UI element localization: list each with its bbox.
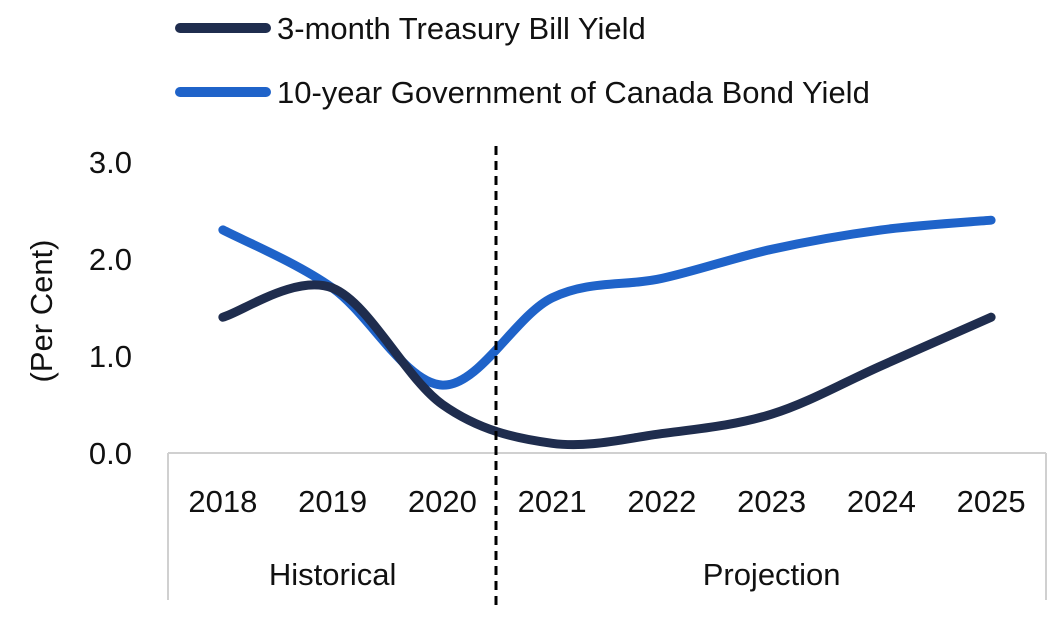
y-tick-label: 1.0 bbox=[89, 339, 132, 374]
x-tick-label: 2019 bbox=[298, 484, 367, 519]
y-tick-label: 0.0 bbox=[89, 436, 132, 471]
series-line-1 bbox=[218, 280, 996, 450]
x-tick-label: 2018 bbox=[188, 484, 257, 519]
x-tick-label: 2022 bbox=[627, 484, 696, 519]
y-axis-label: (Per Cent) bbox=[24, 240, 59, 383]
legend-label-2: 10-year Government of Canada Bond Yield bbox=[277, 75, 870, 110]
y-axis: 0.0 1.0 2.0 3.0 (Per Cent) bbox=[24, 145, 132, 471]
legend: 3-month Treasury Bill Yield 10-year Gover… bbox=[175, 11, 870, 110]
x-tick-label: 2024 bbox=[847, 484, 916, 519]
x-axis: 2018 2019 2020 2021 2022 2023 2024 2025 Historic… bbox=[167, 452, 1047, 600]
series-line-2 bbox=[218, 215, 996, 390]
x-tick-label: 2023 bbox=[737, 484, 806, 519]
x-tick-label: 2025 bbox=[957, 484, 1026, 519]
x-group-label-projection: Projection bbox=[703, 557, 841, 592]
series-layer bbox=[218, 215, 996, 450]
x-group-label-historical: Historical bbox=[269, 557, 396, 592]
y-tick-label: 2.0 bbox=[89, 242, 132, 277]
x-tick-label: 2020 bbox=[408, 484, 477, 519]
legend-label-1: 3-month Treasury Bill Yield bbox=[277, 11, 646, 46]
x-tick-label: 2021 bbox=[518, 484, 587, 519]
y-tick-label: 3.0 bbox=[89, 145, 132, 180]
